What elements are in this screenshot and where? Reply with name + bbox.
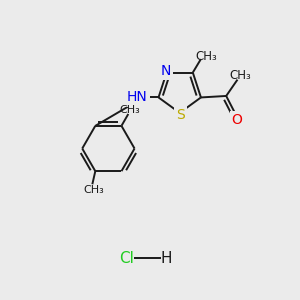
Text: Cl: Cl [119, 251, 134, 266]
Text: CH₃: CH₃ [83, 184, 104, 195]
Text: CH₃: CH₃ [195, 50, 217, 63]
Text: O: O [232, 113, 243, 127]
Text: N: N [161, 64, 171, 78]
Text: H: H [160, 251, 172, 266]
Text: S: S [176, 108, 185, 122]
Text: HN: HN [127, 90, 148, 104]
Text: CH₃: CH₃ [230, 69, 251, 82]
Text: CH₃: CH₃ [119, 104, 140, 115]
